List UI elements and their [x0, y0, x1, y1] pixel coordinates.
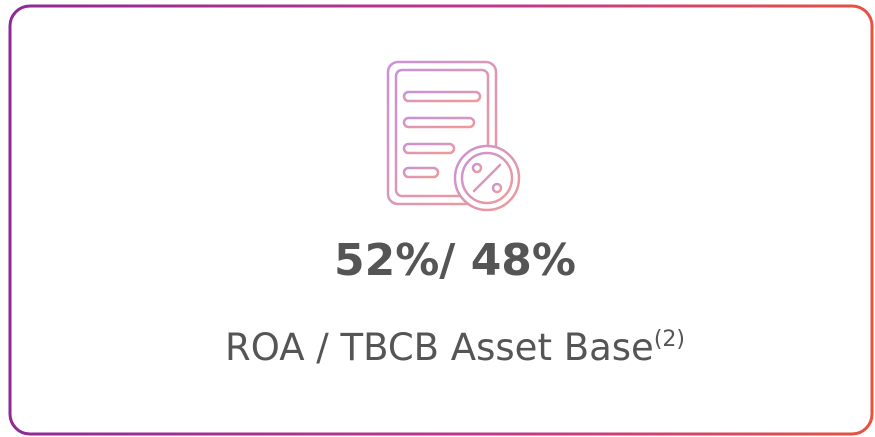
metric-caption: ROA / TBCB Asset Base(2)	[225, 326, 685, 369]
metric-label: ROA / TBCB Asset Base	[225, 326, 654, 369]
card-border	[8, 4, 874, 436]
metric-value: 52%/ 48%	[334, 235, 576, 286]
footnote-marker: (2)	[654, 327, 685, 352]
document-percent-icon	[386, 60, 521, 212]
